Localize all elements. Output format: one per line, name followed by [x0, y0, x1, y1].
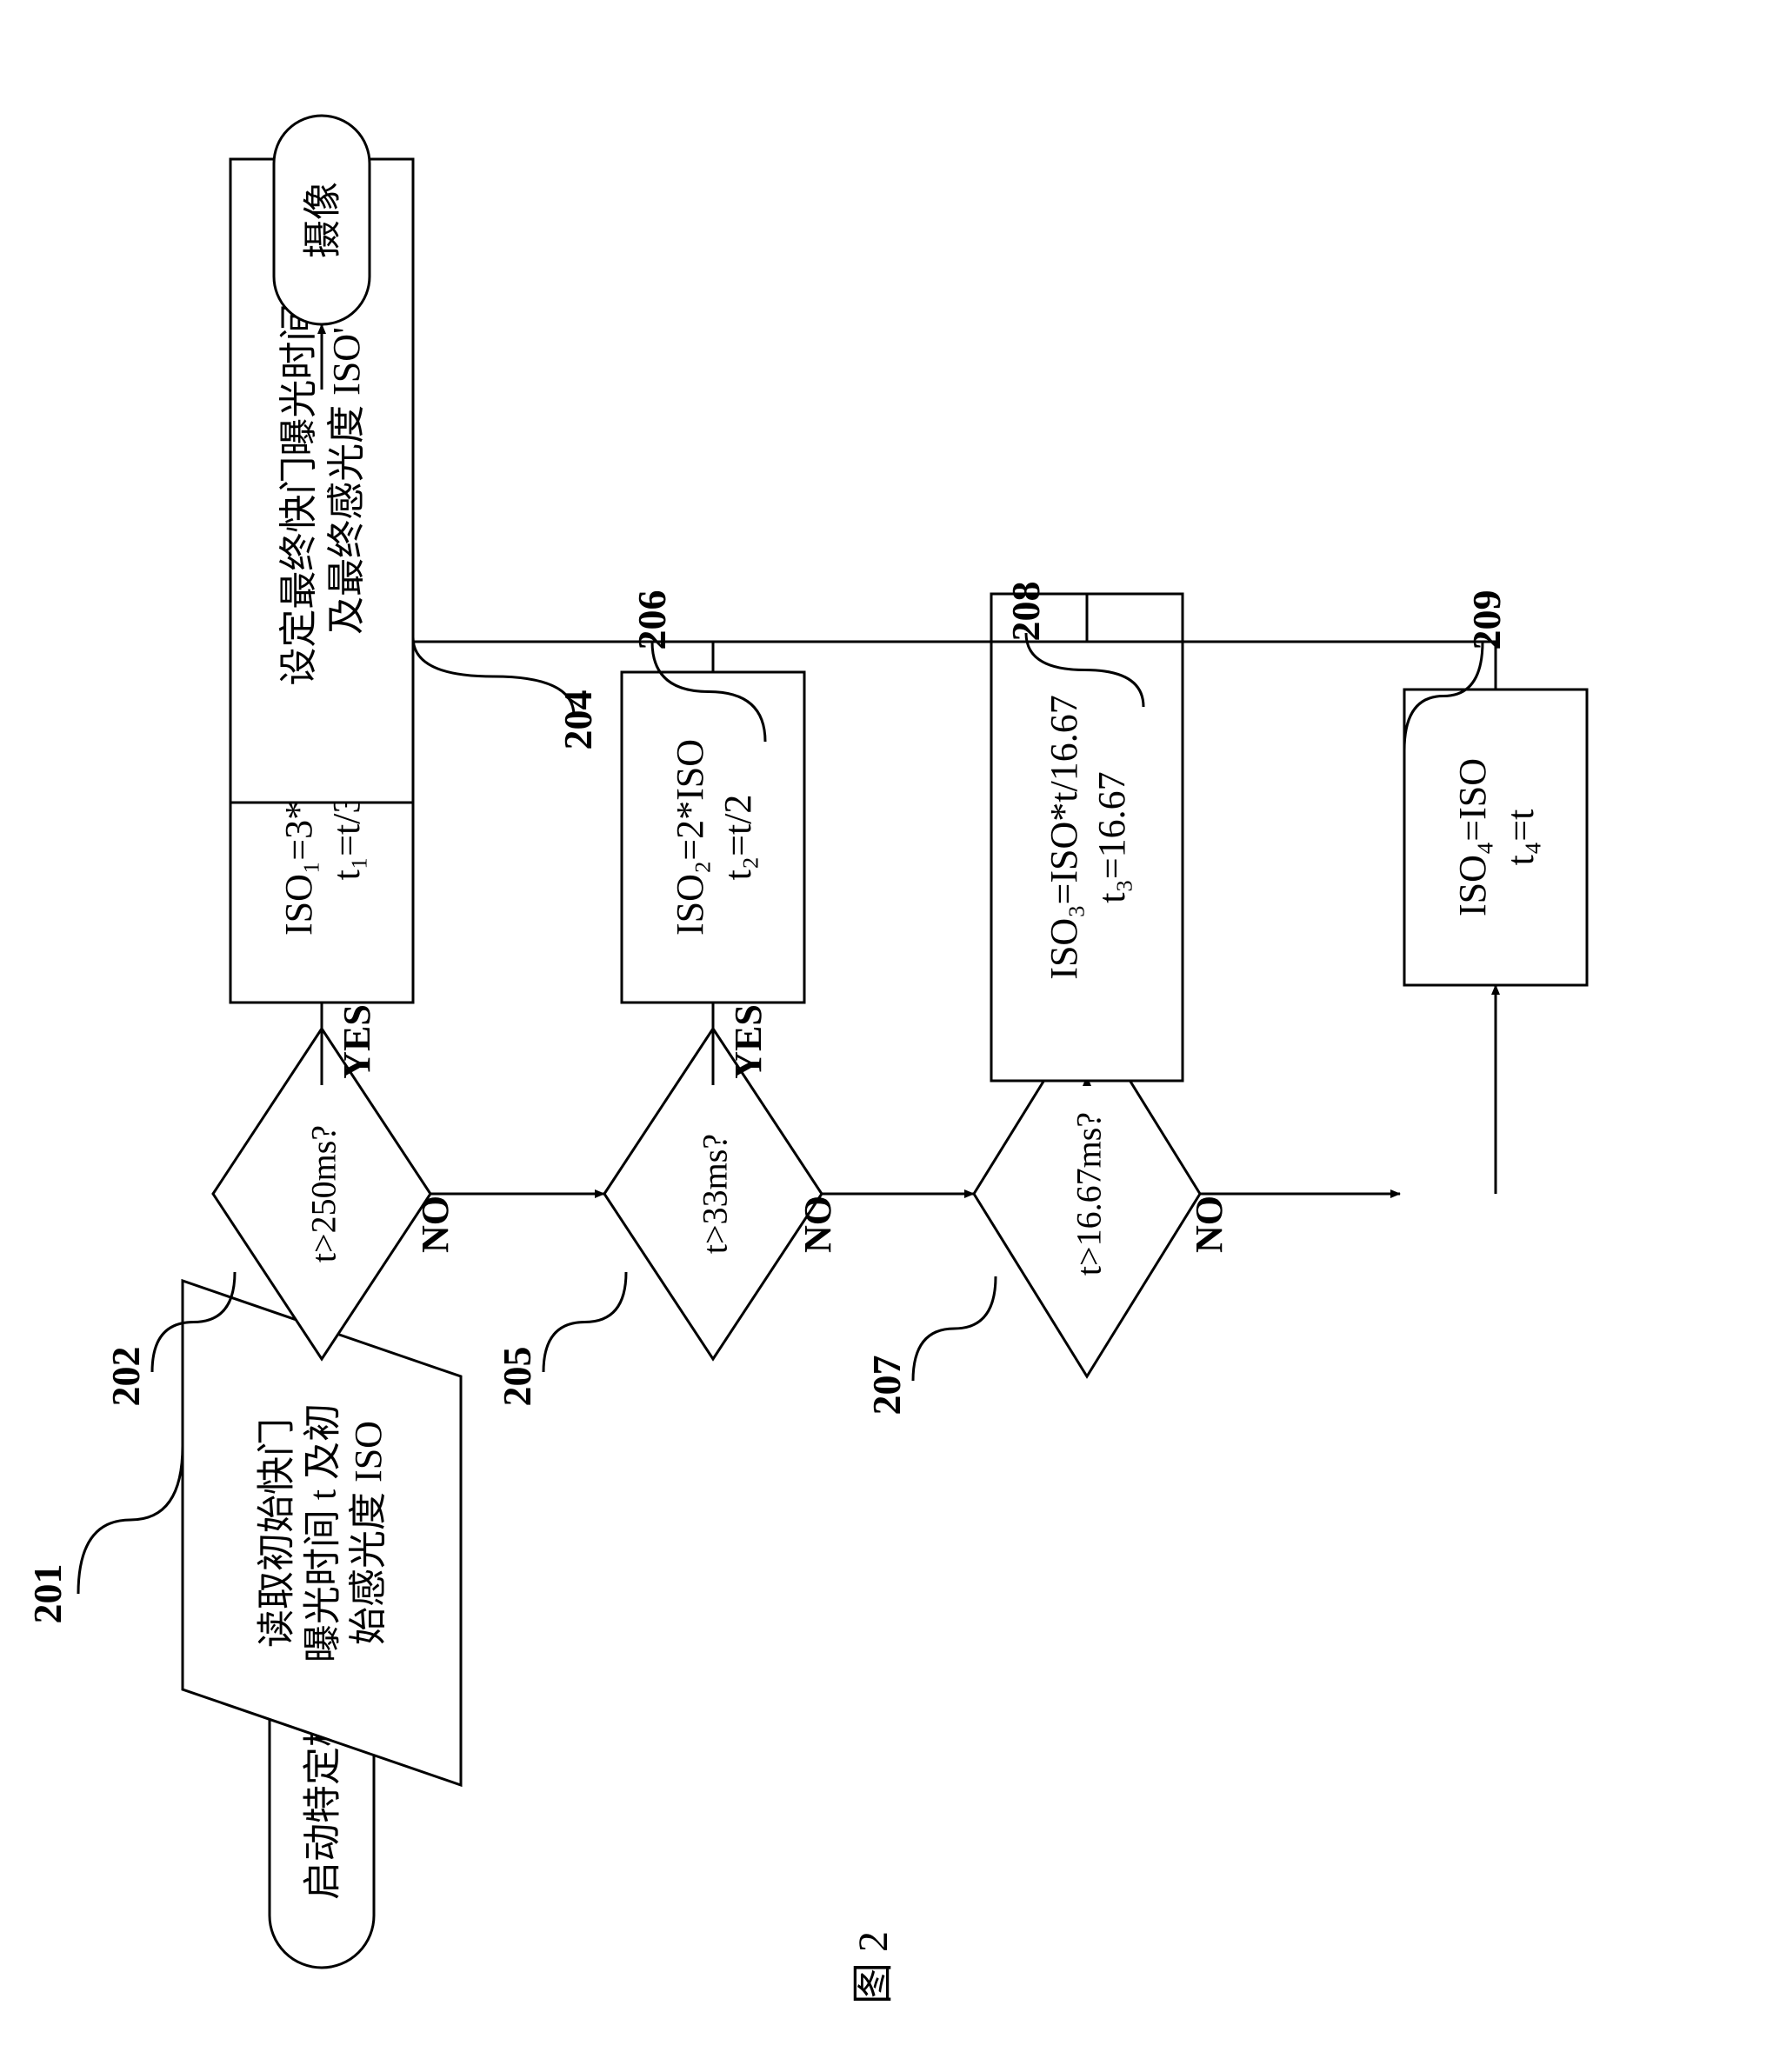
svg-text:摄像: 摄像 [301, 182, 343, 258]
svg-text:t₄=t: t₄=t [1499, 809, 1542, 866]
svg-text:t₃=16.67: t₃=16.67 [1090, 771, 1133, 903]
svg-text:ISO₂=2*ISO: ISO₂=2*ISO [669, 739, 711, 936]
svg-text:201: 201 [25, 1564, 70, 1624]
svg-text:204: 204 [556, 690, 600, 750]
svg-text:t₂=t/2: t₂=t/2 [717, 795, 759, 881]
svg-text:ISO₄=ISO: ISO₄=ISO [1451, 758, 1494, 916]
svg-text:图 2: 图 2 [850, 1931, 896, 2004]
svg-text:YES: YES [727, 1004, 770, 1079]
svg-text:208: 208 [1003, 582, 1048, 642]
svg-text:ISO₃=ISO*t/16.67: ISO₃=ISO*t/16.67 [1043, 695, 1085, 979]
svg-text:t>16.67ms?: t>16.67ms? [1069, 1112, 1108, 1276]
svg-text:NO: NO [797, 1196, 839, 1253]
svg-text:曝光时间 t 及初: 曝光时间 t 及初 [301, 1403, 343, 1662]
svg-text:及最终感光度 ISO': 及最终感光度 ISO' [325, 327, 368, 635]
svg-text:NO: NO [414, 1196, 457, 1253]
svg-text:读取初始快门: 读取初始快门 [256, 1418, 298, 1648]
svg-text:205: 205 [495, 1347, 539, 1407]
svg-text:202: 202 [103, 1347, 148, 1407]
svg-text:始感光度 ISO: 始感光度 ISO [347, 1421, 390, 1645]
svg-text:设定最终快门曝光时间 t': 设定最终快门曝光时间 t' [277, 276, 320, 685]
svg-text:207: 207 [864, 1356, 909, 1416]
svg-text:t>33ms?: t>33ms? [695, 1134, 734, 1254]
svg-text:YES: YES [336, 1004, 378, 1079]
svg-text:NO: NO [1188, 1196, 1230, 1253]
svg-text:t>250ms?: t>250ms? [303, 1125, 343, 1263]
svg-text:t₁=t/3: t₁=t/3 [325, 795, 368, 881]
